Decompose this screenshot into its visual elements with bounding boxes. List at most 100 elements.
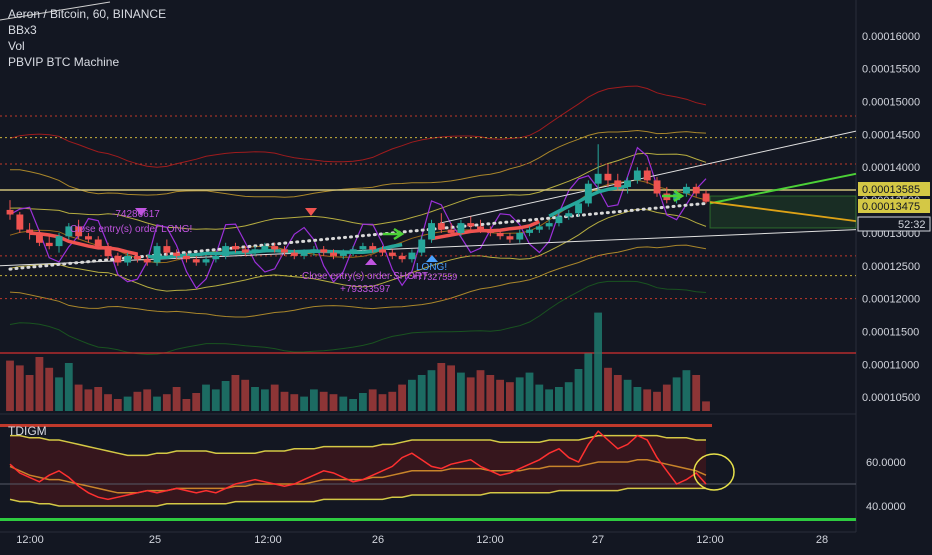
time-axis: 12:00 25 12:00 26 12:00 27 12:00 28 bbox=[16, 534, 828, 546]
candle-body bbox=[251, 249, 259, 253]
volume-bar bbox=[221, 381, 230, 411]
volume-bar bbox=[604, 367, 612, 411]
volume-bar bbox=[437, 363, 446, 411]
volume-bar bbox=[329, 394, 338, 411]
time-tick-label: 12:00 bbox=[696, 534, 724, 546]
volume-bar bbox=[104, 394, 112, 411]
price-tag-box bbox=[858, 182, 930, 196]
volume-bar bbox=[211, 389, 220, 411]
legend-title: Aeron / Bitcoin, 60, BINANCE bbox=[8, 7, 167, 21]
candle-body bbox=[379, 249, 386, 253]
candle-body bbox=[526, 229, 533, 233]
time-tick-label: 12:00 bbox=[254, 534, 282, 546]
annotation-long-value: +79333597 bbox=[340, 284, 391, 295]
volume-bar bbox=[564, 382, 573, 411]
candle-body bbox=[202, 259, 210, 263]
candle-body bbox=[633, 170, 641, 181]
candle-body bbox=[653, 180, 661, 194]
time-tick-label: 25 bbox=[149, 534, 161, 546]
candle-body bbox=[575, 203, 582, 214]
candle-body bbox=[212, 255, 220, 260]
tdi-lower-limit bbox=[0, 518, 856, 521]
green-projection bbox=[709, 172, 857, 205]
volume-bar bbox=[633, 387, 642, 411]
candle-body bbox=[153, 246, 161, 263]
volume-bar bbox=[45, 367, 54, 411]
volume-bar bbox=[653, 391, 661, 411]
volume-bar bbox=[84, 389, 93, 411]
candle-body bbox=[359, 246, 367, 250]
volume-bars bbox=[6, 312, 710, 411]
candle-body bbox=[683, 186, 690, 194]
volume-bar bbox=[682, 370, 691, 411]
volume-bar bbox=[25, 375, 34, 411]
candle-body bbox=[114, 255, 122, 263]
legend-indicator-bbx3[interactable]: BBx3 bbox=[8, 23, 37, 37]
volume-bar bbox=[702, 401, 710, 411]
candle-body bbox=[467, 223, 475, 227]
candle-body bbox=[535, 226, 543, 230]
candle-body bbox=[192, 259, 200, 263]
candle-body bbox=[320, 249, 328, 253]
volume-bar bbox=[545, 389, 553, 411]
legend-indicator-vol[interactable]: Vol bbox=[8, 39, 25, 53]
candle-body bbox=[261, 246, 269, 250]
volume-bar bbox=[692, 375, 701, 411]
candle-body bbox=[624, 180, 631, 187]
volume-bar bbox=[123, 396, 132, 411]
volume-bar bbox=[378, 394, 387, 411]
position-zone bbox=[709, 195, 857, 229]
green-arrow-icon bbox=[383, 227, 405, 241]
oscillator-label[interactable]: TDIGM bbox=[8, 424, 47, 438]
price-grid bbox=[0, 0, 857, 533]
candle-body bbox=[447, 229, 455, 233]
candle-body bbox=[290, 252, 298, 256]
volume-bar bbox=[162, 394, 171, 411]
price-tag-box bbox=[857, 216, 931, 232]
bollinger-band-line bbox=[9, 152, 707, 230]
signal-annotations: -74286617 Close entry(s) order LONG! Close… bbox=[70, 189, 857, 295]
candle-body bbox=[104, 246, 112, 256]
price-tick-label: 0.00015000 bbox=[862, 97, 920, 109]
price-tag-box bbox=[858, 199, 930, 213]
time-tick-label: 12:00 bbox=[16, 534, 44, 546]
volume-bar bbox=[555, 387, 563, 411]
volume-bar bbox=[368, 389, 377, 411]
time-tick-label: 27 bbox=[592, 534, 604, 546]
volume-bar bbox=[15, 365, 24, 411]
candle-body bbox=[183, 255, 190, 260]
volume-bar bbox=[290, 394, 299, 411]
volume-bar bbox=[319, 391, 328, 411]
legend-indicator-pbvip[interactable]: PBVIP BTC Machine bbox=[8, 55, 120, 69]
price-tick-label: 0.00015500 bbox=[862, 64, 920, 76]
annotation-close-short: Close entry(s) order SHORT bbox=[302, 271, 428, 282]
candle-body bbox=[457, 223, 465, 233]
volume-bar bbox=[182, 399, 191, 411]
volume-bar bbox=[525, 372, 534, 411]
candle-body bbox=[241, 249, 249, 253]
candle-body bbox=[594, 173, 602, 184]
candle-body bbox=[369, 246, 377, 250]
candle-body bbox=[584, 183, 592, 204]
bollinger-band-line bbox=[9, 208, 707, 292]
orange-projection bbox=[709, 201, 857, 222]
time-tick-label: 26 bbox=[372, 534, 384, 546]
bollinger-band-line bbox=[9, 244, 707, 318]
candle-body bbox=[124, 255, 132, 263]
candle-body bbox=[486, 229, 494, 233]
candle-body bbox=[516, 232, 524, 240]
candle-body bbox=[408, 252, 416, 260]
price-tag-label: 0.00013475 bbox=[862, 201, 920, 213]
signal-line-segment bbox=[29, 231, 138, 256]
volume-bar bbox=[643, 389, 652, 411]
candle-body bbox=[36, 232, 43, 243]
candle-body bbox=[418, 239, 426, 253]
volume-bar bbox=[496, 379, 504, 411]
volume-bar bbox=[6, 360, 14, 411]
volume-bar bbox=[398, 384, 406, 411]
tdi-oscillator bbox=[0, 424, 856, 521]
candle-body bbox=[702, 193, 710, 202]
